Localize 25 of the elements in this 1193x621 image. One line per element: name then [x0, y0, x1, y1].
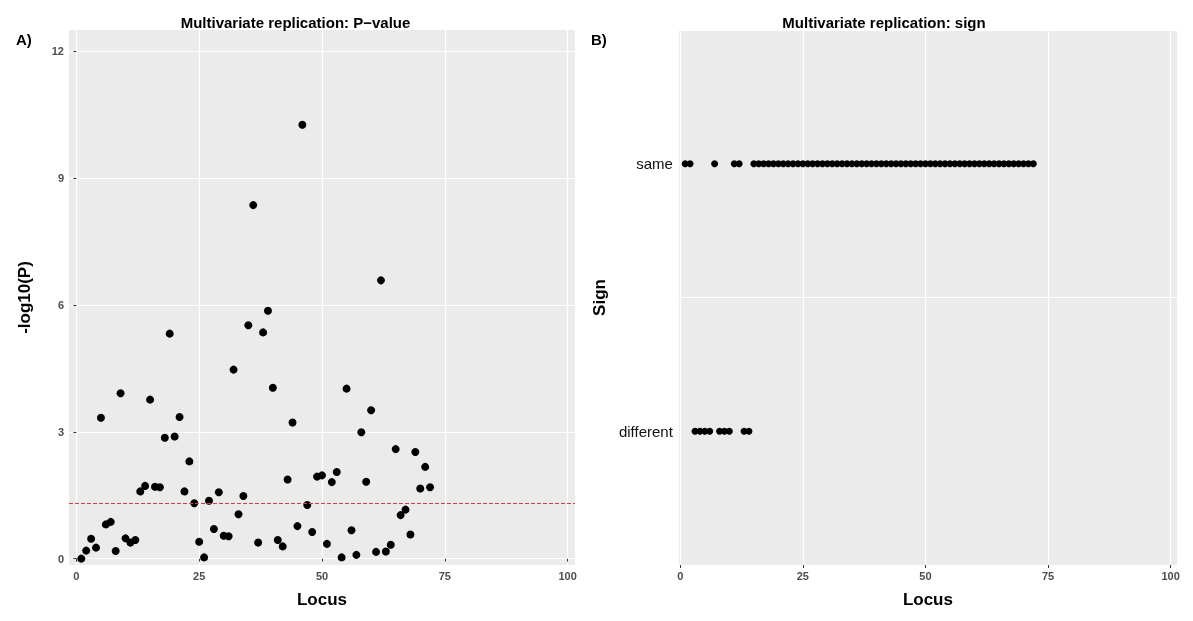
y-tick-label: 6 — [57, 298, 64, 311]
x-tick-label: 75 — [438, 569, 451, 582]
x-axis-title: Locus — [902, 590, 953, 609]
text: B) — [591, 31, 607, 48]
x-tick-label: 100 — [558, 569, 577, 582]
x-tick-label: 0 — [73, 569, 80, 582]
text: A) — [16, 31, 32, 48]
chart-title: Multivariate replication: sign — [782, 14, 986, 31]
x-axis-title: Locus — [296, 590, 348, 609]
x-tick-label: 50 — [919, 569, 932, 582]
x-tick-label: 75 — [1041, 569, 1055, 582]
y-axis-title: Sign — [590, 279, 609, 316]
y-tick-label: 0 — [57, 552, 64, 565]
y-axis-title: -log10(P) — [15, 261, 34, 334]
y-tick-label: 9 — [57, 172, 64, 185]
y-tick-label: same — [636, 155, 673, 173]
x-tick-label: 25 — [796, 569, 810, 582]
chart-title: Multivariate replication: P−value — [180, 14, 411, 31]
x-tick-label: 25 — [193, 569, 206, 582]
x-tick-label: 0 — [677, 569, 684, 582]
y-tick-label: 3 — [57, 425, 64, 438]
x-tick-label: 50 — [315, 569, 329, 582]
y-tick-label: different — [618, 422, 674, 440]
x-tick-label: 100 — [1161, 569, 1180, 582]
y-tick-label: 12 — [51, 45, 64, 58]
